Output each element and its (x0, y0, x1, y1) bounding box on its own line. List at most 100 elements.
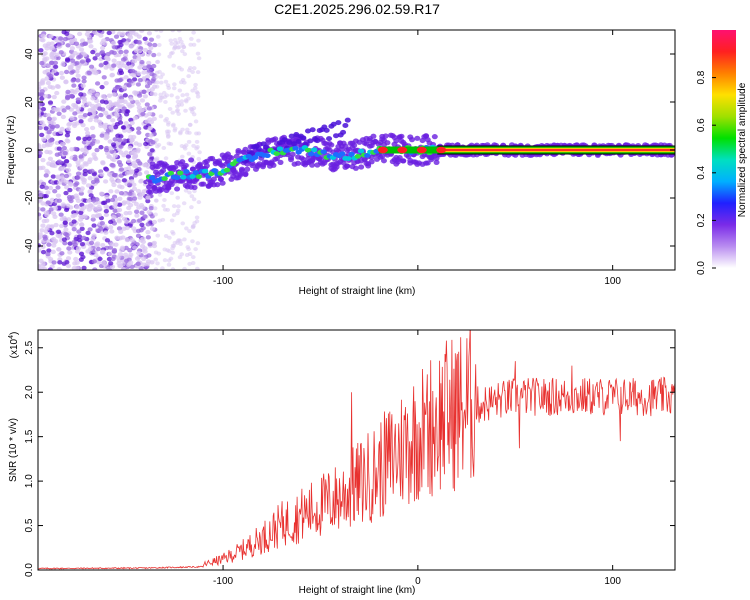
noise-point (101, 75, 107, 80)
noise-point (116, 160, 122, 165)
noise-point (86, 136, 92, 141)
noise-point (114, 189, 120, 194)
noise-point (58, 212, 64, 217)
noise-point (65, 105, 71, 110)
noise-point (146, 68, 152, 73)
noise-point (82, 112, 88, 118)
noise-point (73, 256, 79, 262)
noise-point (116, 179, 122, 184)
sparse-point (169, 41, 175, 46)
sparse-point (171, 243, 177, 248)
noise-point (56, 111, 62, 116)
snr-y-ticks: 0.0 0.5 1.0 1.5 2.0 2.5 (24, 340, 675, 577)
noise-point (75, 171, 82, 176)
sparse-point (166, 258, 172, 263)
noise-point (122, 93, 128, 98)
noise-point (64, 31, 70, 36)
noise-point (46, 116, 52, 122)
ridge-halo-point (238, 166, 245, 172)
noise-point (46, 129, 52, 135)
noise-point (139, 191, 146, 197)
noise-point (59, 75, 65, 80)
noise-point (52, 60, 59, 66)
noise-point (63, 173, 70, 179)
noise-point (86, 198, 92, 204)
noise-point (66, 246, 72, 251)
noise-point (106, 93, 112, 98)
noise-point (90, 217, 96, 222)
noise-point (139, 59, 145, 65)
ridge-core-point (307, 151, 315, 157)
noise-point (145, 229, 151, 235)
noise-point (65, 126, 72, 132)
spectrogram-points (38, 30, 202, 270)
noise-point (64, 259, 70, 265)
noise-point (135, 82, 142, 87)
noise-point (86, 70, 92, 76)
ridge-halo-point (352, 165, 359, 171)
noise-point (49, 51, 55, 57)
noise-point (100, 242, 106, 248)
noise-point (106, 63, 112, 69)
noise-point (112, 86, 118, 92)
snr-scale-exponent: 4 (8, 335, 15, 339)
noise-point (146, 253, 152, 258)
snr-x-tick-label: -100 (213, 576, 233, 587)
noise-point (138, 179, 144, 184)
figure-title: C2E1.2025.296.02.59.R17 (274, 1, 440, 17)
noise-point (121, 200, 127, 205)
noise-point (64, 185, 70, 190)
noise-point (56, 159, 62, 164)
ridge-halo-point (358, 164, 365, 170)
noise-point (42, 93, 49, 99)
noise-point (117, 39, 123, 45)
noise-point (127, 247, 133, 253)
ridge-core-point (189, 174, 196, 179)
noise-point (39, 120, 45, 125)
noise-point (58, 129, 64, 135)
noise-point (131, 182, 137, 187)
noise-point (142, 214, 148, 219)
noise-point (44, 76, 50, 81)
ridge-halo-point (424, 160, 431, 166)
noise-point (149, 87, 155, 92)
ridge-core-point (320, 149, 327, 155)
noise-point (66, 122, 72, 127)
noise-point (44, 218, 50, 223)
ridge-halo-point (384, 140, 391, 146)
noise-point (151, 219, 158, 225)
noise-point (136, 142, 143, 147)
noise-point (58, 36, 64, 41)
ridge-core-point (192, 170, 199, 176)
noise-point (80, 122, 86, 128)
noise-point (79, 164, 85, 169)
noise-point (112, 153, 118, 158)
noise-point (114, 101, 120, 107)
ridge-halo-point (277, 159, 284, 165)
noise-point (56, 267, 62, 270)
noise-point (122, 56, 128, 61)
noise-point (42, 43, 48, 48)
noise-point (147, 42, 153, 47)
noise-point (93, 242, 100, 247)
ridge-core-point (364, 153, 371, 158)
spectrogram-y-tick-label: -40 (24, 238, 35, 253)
noise-point (78, 47, 85, 52)
noise-point (140, 225, 146, 231)
ridge-core-point (201, 168, 209, 174)
noise-point (86, 101, 92, 106)
noise-point (99, 84, 105, 90)
noise-point (78, 213, 84, 219)
sparse-point (186, 96, 191, 101)
noise-point (70, 78, 76, 83)
noise-point (47, 156, 54, 161)
noise-point (127, 145, 133, 150)
noise-point (110, 142, 117, 147)
ridge-halo-point (382, 133, 389, 139)
noise-point (124, 258, 130, 264)
sparse-point (187, 66, 193, 71)
sparse-point (175, 99, 181, 104)
ridge-branch-point (330, 121, 337, 127)
noise-point (88, 44, 94, 49)
noise-point (137, 65, 143, 70)
